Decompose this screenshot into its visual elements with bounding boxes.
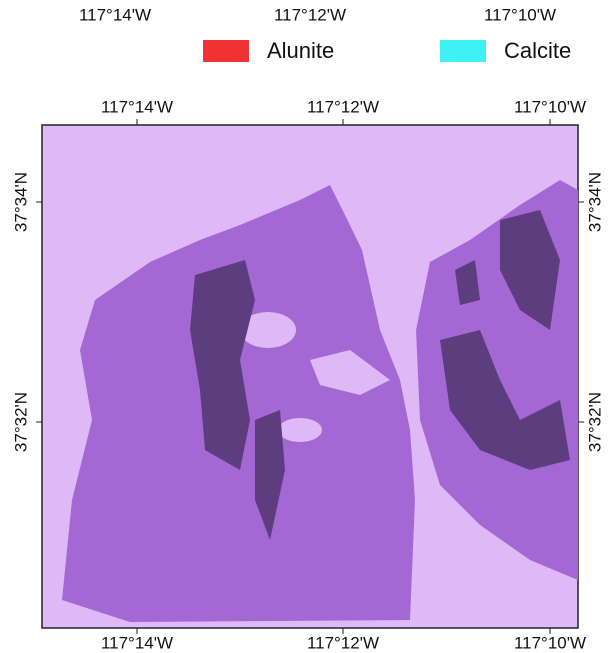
- lat-label: 37°34'N: [585, 172, 604, 232]
- legend-label: Alunite: [267, 38, 334, 63]
- lat-label: 37°32'N: [11, 392, 30, 452]
- map-frame: [42, 125, 578, 628]
- page: {"top_strip": {"lon_labels": ["117°14'W"…: [0, 0, 608, 653]
- lon-label: 117°14'W: [79, 5, 151, 24]
- lat-label: 37°32'N: [585, 392, 604, 452]
- map-figure: 117°14'W 117°12'W 117°10'W Alunite Calcite 11…: [0, 0, 608, 653]
- lon-label: 117°10'W: [514, 633, 586, 652]
- lon-label: 117°14'W: [101, 633, 173, 652]
- lon-label: 117°12'W: [274, 5, 346, 24]
- lon-label: 117°12'W: [307, 97, 379, 116]
- lat-label: 37°34'N: [11, 172, 30, 232]
- light-patch: [278, 418, 322, 442]
- legend-label: Calcite: [504, 38, 571, 63]
- lon-label: 117°10'W: [484, 5, 556, 24]
- lon-label: 117°12'W: [307, 633, 379, 652]
- lon-label: 117°10'W: [514, 97, 586, 116]
- legend-swatch: [440, 40, 486, 62]
- lon-label: 117°14'W: [101, 97, 173, 116]
- legend-swatch: [203, 40, 249, 62]
